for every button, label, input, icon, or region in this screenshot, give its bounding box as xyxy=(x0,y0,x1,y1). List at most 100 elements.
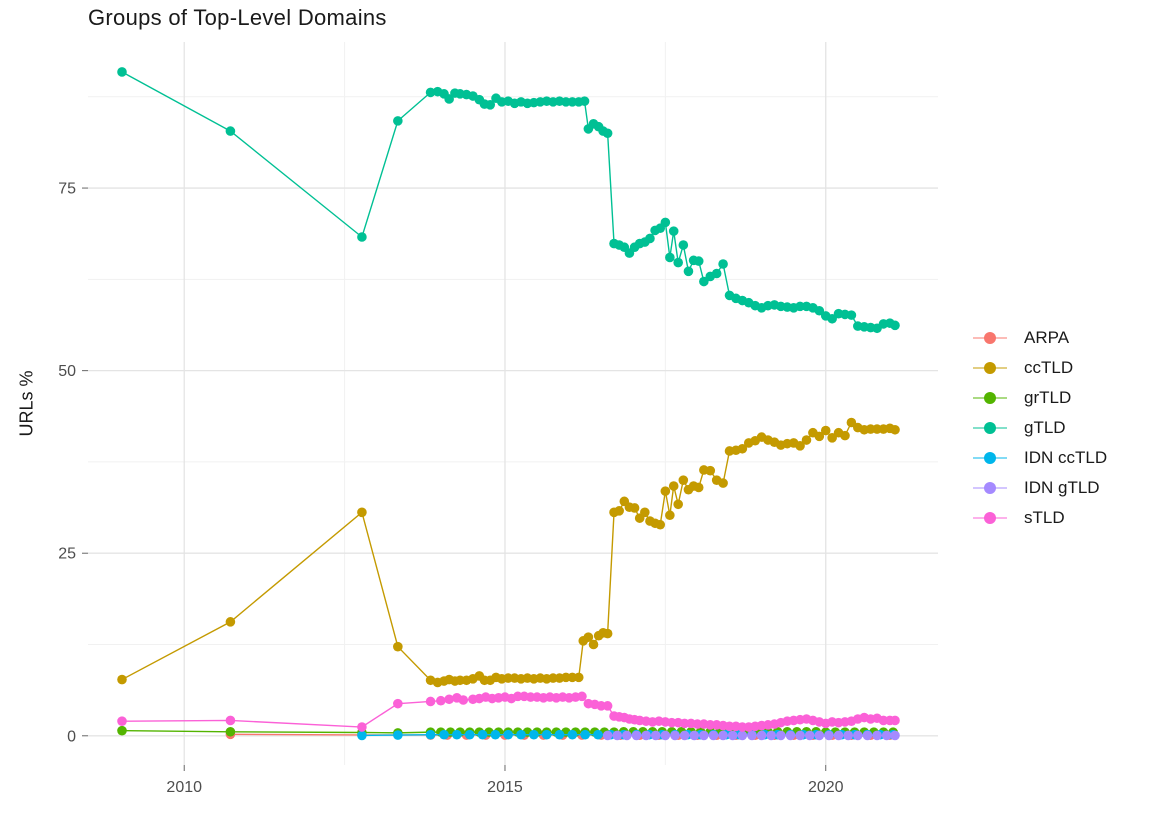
legend-item-idn-gtld: IDN gTLD xyxy=(972,473,1107,503)
data-point xyxy=(225,715,236,726)
data-point xyxy=(718,259,728,269)
data-point xyxy=(477,729,488,740)
data-point xyxy=(602,128,613,139)
data-point xyxy=(699,276,709,287)
data-point xyxy=(862,730,873,741)
data-point xyxy=(890,320,900,331)
data-point xyxy=(814,431,825,442)
legend-item-cctld: ccTLD xyxy=(972,353,1107,383)
data-point xyxy=(705,465,716,476)
data-point xyxy=(678,240,689,250)
data-point xyxy=(357,722,367,732)
data-point xyxy=(727,730,738,741)
data-point xyxy=(814,730,825,741)
data-point xyxy=(785,730,796,741)
data-point xyxy=(827,433,837,443)
data-point xyxy=(801,435,812,445)
data-point xyxy=(614,506,624,516)
data-point xyxy=(655,519,666,530)
data-point xyxy=(516,729,526,740)
legend-item-grtld: grTLD xyxy=(972,383,1107,413)
data-point xyxy=(833,730,844,741)
data-point xyxy=(393,641,403,652)
legend-item-gtld: gTLD xyxy=(972,413,1107,443)
data-point xyxy=(814,305,825,316)
legend-key-icon xyxy=(973,482,1007,494)
data-point xyxy=(678,475,689,485)
data-point xyxy=(580,729,590,740)
y-tick-label: 50 xyxy=(58,363,76,380)
legend-item-idn-cctld: IDN ccTLD xyxy=(972,443,1107,473)
data-point xyxy=(693,256,704,266)
data-point xyxy=(588,639,599,650)
data-point xyxy=(890,424,900,435)
data-point xyxy=(225,617,236,627)
data-point xyxy=(665,510,675,521)
x-tick-label: 2010 xyxy=(166,779,202,796)
data-point xyxy=(490,729,501,740)
data-point xyxy=(529,729,539,740)
data-point xyxy=(583,632,594,642)
data-point xyxy=(631,730,642,741)
data-point xyxy=(503,729,513,740)
data-point xyxy=(824,730,834,741)
data-point xyxy=(756,730,767,741)
series-gtld xyxy=(117,67,900,334)
data-point xyxy=(436,695,446,706)
legend-label: IDN ccTLD xyxy=(1024,448,1108,467)
data-point xyxy=(766,730,777,741)
data-point xyxy=(890,715,900,726)
data-point xyxy=(612,730,623,741)
data-point xyxy=(640,507,650,518)
data-point xyxy=(645,233,655,244)
legend-label: IDN gTLD xyxy=(1024,478,1100,497)
data-point xyxy=(660,730,671,741)
data-point xyxy=(881,730,892,741)
legend-label: ccTLD xyxy=(1024,358,1074,377)
data-point xyxy=(444,694,454,705)
data-point xyxy=(593,729,603,740)
data-point xyxy=(820,425,831,436)
data-point xyxy=(225,726,236,737)
data-point xyxy=(573,672,584,683)
data-point xyxy=(718,478,728,488)
data-point xyxy=(357,232,367,242)
data-point xyxy=(737,443,748,454)
legend-key-icon xyxy=(973,452,1007,464)
legend-label: gTLD xyxy=(1024,418,1066,437)
series-cctld xyxy=(117,417,900,688)
data-point xyxy=(670,730,680,741)
data-point xyxy=(579,96,590,106)
data-point xyxy=(708,730,719,741)
data-point xyxy=(683,266,694,277)
data-point xyxy=(425,729,436,740)
chart-title: Groups of Top-Level Domains xyxy=(88,5,387,30)
data-point xyxy=(827,313,837,324)
legend-key-icon xyxy=(973,422,1007,434)
data-point xyxy=(650,730,661,741)
data-point xyxy=(641,730,651,741)
data-point xyxy=(393,698,403,709)
data-point xyxy=(425,696,436,707)
legend-key-icon xyxy=(973,392,1007,404)
data-point xyxy=(795,730,805,741)
data-point xyxy=(225,126,236,136)
series-stld xyxy=(117,691,900,732)
data-point xyxy=(567,729,578,740)
legend-label: sTLD xyxy=(1024,508,1065,527)
x-tick-label: 2015 xyxy=(487,779,523,796)
data-point xyxy=(846,417,857,428)
data-point xyxy=(747,730,757,741)
data-point xyxy=(554,729,565,740)
data-point xyxy=(737,730,748,741)
data-point xyxy=(117,725,127,736)
data-point xyxy=(117,67,127,77)
data-point xyxy=(673,499,683,510)
data-point xyxy=(795,441,805,451)
data-point xyxy=(689,730,700,741)
data-point xyxy=(357,730,367,741)
data-point xyxy=(846,310,857,320)
data-point xyxy=(665,252,675,263)
data-point xyxy=(853,730,863,741)
